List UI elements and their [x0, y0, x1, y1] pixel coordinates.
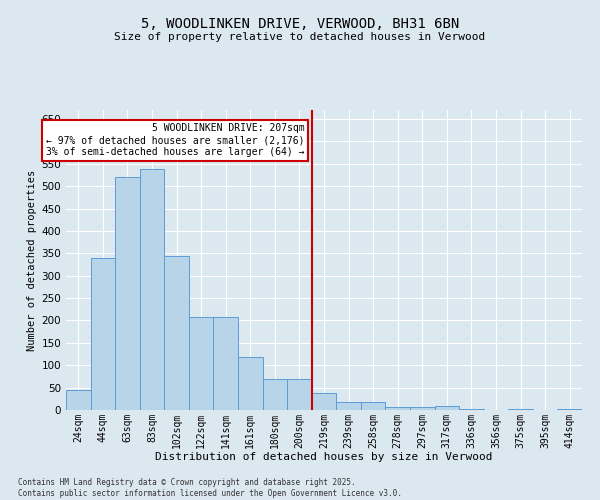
Bar [164, 256, 189, 410]
Text: 5 WOODLINKEN DRIVE: 207sqm
← 97% of detached houses are smaller (2,176)
3% of se: 5 WOODLINKEN DRIVE: 207sqm ← 97% of deta… [46, 124, 304, 156]
Bar [410, 407, 434, 410]
Bar [238, 356, 263, 410]
Bar [140, 168, 164, 410]
Bar [385, 407, 410, 410]
Bar [214, 318, 238, 410]
Text: Size of property relative to detached houses in Verwood: Size of property relative to detached ho… [115, 32, 485, 42]
Bar [189, 318, 214, 410]
Bar [287, 379, 312, 410]
Bar [361, 402, 385, 410]
Text: 5, WOODLINKEN DRIVE, VERWOOD, BH31 6BN: 5, WOODLINKEN DRIVE, VERWOOD, BH31 6BN [141, 18, 459, 32]
Text: Contains HM Land Registry data © Crown copyright and database right 2025.
Contai: Contains HM Land Registry data © Crown c… [18, 478, 402, 498]
Bar [434, 406, 459, 410]
Y-axis label: Number of detached properties: Number of detached properties [27, 170, 37, 350]
Bar [263, 379, 287, 410]
Bar [66, 390, 91, 410]
Bar [508, 409, 533, 410]
Bar [115, 176, 140, 410]
Bar [459, 409, 484, 410]
Bar [312, 393, 336, 410]
X-axis label: Distribution of detached houses by size in Verwood: Distribution of detached houses by size … [155, 452, 493, 462]
Bar [557, 409, 582, 410]
Bar [91, 258, 115, 410]
Bar [336, 402, 361, 410]
